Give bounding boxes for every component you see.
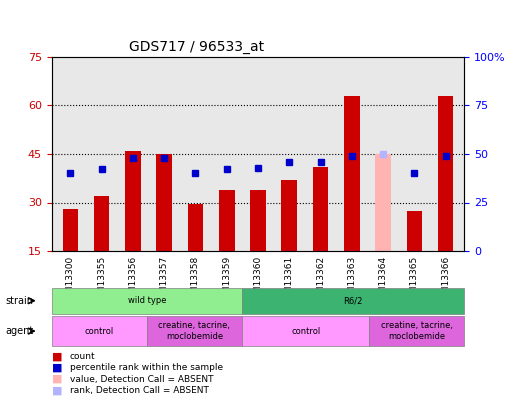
Text: value, Detection Call = ABSENT: value, Detection Call = ABSENT (70, 375, 213, 384)
Text: rank, Detection Call = ABSENT: rank, Detection Call = ABSENT (70, 386, 208, 395)
Text: count: count (70, 352, 95, 361)
Bar (250, 190, 266, 251)
Bar (407, 211, 422, 251)
Text: control: control (291, 326, 320, 336)
Text: creatine, tacrine,
moclobemide: creatine, tacrine, moclobemide (381, 322, 453, 341)
Text: strain: strain (5, 296, 33, 306)
Text: ■: ■ (52, 363, 62, 373)
Bar (188, 204, 203, 251)
Bar (62, 209, 78, 251)
Bar (125, 151, 141, 251)
Text: agent: agent (5, 326, 34, 336)
Text: control: control (85, 326, 114, 336)
Bar (344, 96, 360, 251)
Text: creatine, tacrine,
moclobemide: creatine, tacrine, moclobemide (158, 322, 231, 341)
Text: ■: ■ (52, 386, 62, 395)
Bar (313, 167, 328, 251)
Bar (281, 180, 297, 251)
Bar (438, 96, 454, 251)
Bar (219, 190, 235, 251)
Text: GDS717 / 96533_at: GDS717 / 96533_at (128, 40, 264, 55)
Text: ■: ■ (52, 352, 62, 361)
Text: ■: ■ (52, 374, 62, 384)
Text: R6/2: R6/2 (344, 296, 363, 305)
Bar (375, 154, 391, 251)
Text: wild type: wild type (127, 296, 166, 305)
Text: percentile rank within the sample: percentile rank within the sample (70, 363, 223, 372)
Bar (156, 154, 172, 251)
Bar (94, 196, 109, 251)
